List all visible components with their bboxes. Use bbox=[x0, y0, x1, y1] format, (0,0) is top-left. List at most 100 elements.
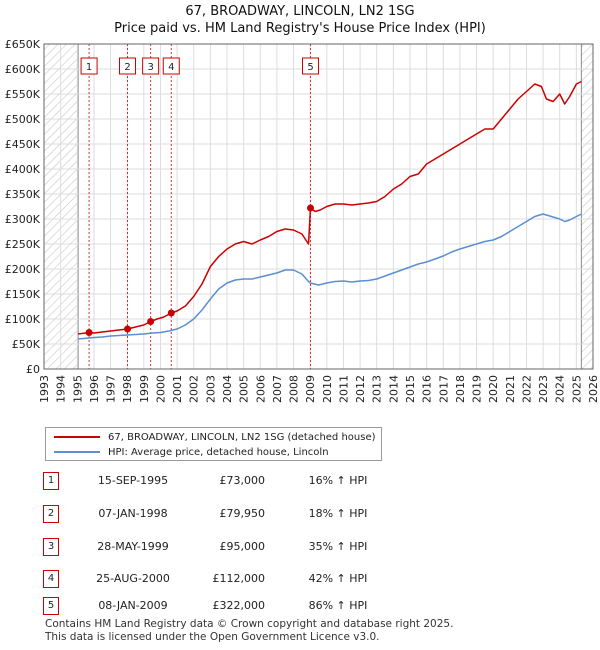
legend-item-property: 67, BROADWAY, LINCOLN, LN2 1SG (detached… bbox=[54, 430, 376, 444]
y-tick-label: £200K bbox=[5, 263, 41, 276]
x-tick-label: 1993 bbox=[38, 375, 51, 403]
sale-label-text: 1 bbox=[86, 62, 92, 73]
y-tick-label: £650K bbox=[5, 38, 41, 51]
sale-date: 07-JAN-1998 bbox=[98, 507, 168, 520]
footer-licence: This data is licensed under the Open Gov… bbox=[45, 631, 380, 643]
y-tick-label: £500K bbox=[5, 113, 41, 126]
x-tick-label: 2005 bbox=[238, 375, 251, 403]
hatched-region bbox=[581, 44, 593, 369]
chart: 1 2 3 4 5 £0 £50K £100K £150K £200K £250K £300K £35… bbox=[5, 38, 600, 403]
sale-hpi-change: 86% ↑ HPI bbox=[308, 599, 368, 612]
table-row: 3 28-MAY-1999 £95,000 35% ↑ HPI bbox=[43, 538, 583, 558]
y-tick-label: £300K bbox=[5, 213, 41, 226]
sale-point bbox=[124, 325, 132, 333]
chart-title: 67, BROADWAY, LINCOLN, LN2 1SG bbox=[185, 4, 415, 19]
sale-point bbox=[85, 329, 93, 336]
y-tick-label: £400K bbox=[5, 163, 41, 176]
y-tick-label: £550K bbox=[5, 88, 41, 101]
x-tick-label: 2017 bbox=[437, 375, 450, 403]
x-tick-label: 2022 bbox=[520, 375, 533, 403]
sale-hpi-change: 35% ↑ HPI bbox=[308, 540, 368, 553]
x-tick-label: 2010 bbox=[321, 375, 334, 403]
sale-hpi-change: 16% ↑ HPI bbox=[308, 474, 368, 487]
x-tick-label: 2008 bbox=[288, 375, 301, 403]
x-tick-label: 2021 bbox=[504, 375, 517, 403]
y-tick-label: £250K bbox=[5, 238, 41, 251]
legend-property-label: 67, BROADWAY, LINCOLN, LN2 1SG (detached… bbox=[108, 431, 376, 443]
x-tick-label: 2023 bbox=[537, 375, 550, 403]
property-price-line bbox=[77, 80, 582, 335]
x-tick-label: 2024 bbox=[554, 375, 567, 403]
sale-price: £73,000 bbox=[219, 474, 266, 487]
sale-number-badge: 4 bbox=[43, 570, 59, 588]
y-tick-label: £50K bbox=[12, 338, 41, 351]
legend: 67, BROADWAY, LINCOLN, LN2 1SG (detached… bbox=[45, 427, 382, 461]
sale-price: £322,000 bbox=[212, 599, 266, 612]
sale-point bbox=[147, 318, 155, 325]
x-tick-label: 2011 bbox=[337, 375, 350, 403]
sale-label-text: 5 bbox=[307, 62, 313, 73]
sale-label-text: 2 bbox=[124, 62, 130, 73]
x-tick-label: 2020 bbox=[487, 375, 500, 403]
sale-number-badge: 5 bbox=[43, 597, 59, 615]
x-tick-label: 2018 bbox=[454, 375, 467, 403]
x-tick-label: 2001 bbox=[171, 375, 184, 403]
x-tick-label: 1997 bbox=[105, 375, 118, 403]
x-tick-label: 2009 bbox=[304, 375, 317, 403]
x-tick-label: 2013 bbox=[371, 375, 384, 403]
sale-date: 08-JAN-2009 bbox=[98, 599, 168, 612]
x-tick-label: 2012 bbox=[354, 375, 367, 403]
x-tick-label: 2007 bbox=[271, 375, 284, 403]
y-tick-label: £0 bbox=[26, 363, 40, 376]
sale-number-badge: 1 bbox=[43, 472, 59, 490]
y-tick-label: £350K bbox=[5, 188, 41, 201]
table-row: 1 15-SEP-1995 £73,000 16% ↑ HPI bbox=[43, 472, 583, 492]
sale-point bbox=[307, 204, 315, 212]
x-tick-label: 2025 bbox=[570, 375, 583, 403]
sale-hpi-change: 42% ↑ HPI bbox=[308, 572, 368, 585]
sale-label-box bbox=[162, 57, 180, 75]
property-line-swatch bbox=[54, 436, 100, 438]
sale-price: £95,000 bbox=[219, 540, 266, 553]
sale-price: £79,950 bbox=[219, 507, 266, 520]
table-row: 4 25-AUG-2000 £112,000 42% ↑ HPI bbox=[43, 570, 583, 590]
y-tick-label: £450K bbox=[5, 138, 41, 151]
x-tick-label: 2003 bbox=[204, 375, 217, 403]
x-tick-label: 2004 bbox=[221, 375, 234, 403]
sale-label-text: 3 bbox=[147, 62, 153, 73]
sale-label-box bbox=[80, 57, 98, 75]
x-tick-label: 1995 bbox=[71, 375, 84, 403]
hpi-line-swatch bbox=[54, 451, 100, 453]
plot-border bbox=[43, 43, 594, 370]
y-tick-label: £150K bbox=[5, 288, 41, 301]
legend-hpi-label: HPI: Average price, detached house, Linc… bbox=[108, 446, 329, 458]
sale-number-badge: 2 bbox=[43, 505, 59, 523]
x-tick-label: 2016 bbox=[421, 375, 434, 403]
table-row: 5 08-JAN-2009 £322,000 86% ↑ HPI bbox=[43, 597, 583, 617]
sale-price: £112,000 bbox=[212, 572, 266, 585]
x-tick-label: 2015 bbox=[404, 375, 417, 403]
x-tick-label: 2026 bbox=[587, 375, 600, 403]
footer-copyright: Contains HM Land Registry data © Crown c… bbox=[45, 618, 454, 630]
x-tick-label: 2006 bbox=[254, 375, 267, 403]
y-tick-label: £100K bbox=[5, 313, 41, 326]
sale-date: 25-AUG-2000 bbox=[96, 572, 170, 585]
y-tick-label: £600K bbox=[5, 63, 41, 76]
x-tick-label: 2014 bbox=[387, 375, 400, 403]
sale-hpi-change: 18% ↑ HPI bbox=[308, 507, 368, 520]
x-tick-label: 1999 bbox=[138, 375, 151, 403]
x-tick-label: 2002 bbox=[188, 375, 201, 403]
sale-number-badge: 3 bbox=[43, 538, 59, 556]
sale-label-box bbox=[142, 57, 160, 75]
sale-point bbox=[167, 309, 175, 317]
chart-subtitle: Price paid vs. HM Land Registry's House … bbox=[114, 21, 486, 36]
sale-label-text: 4 bbox=[168, 62, 174, 73]
x-tick-label: 2019 bbox=[471, 375, 484, 403]
x-tick-label: 1998 bbox=[121, 375, 134, 403]
sale-label-box bbox=[302, 57, 320, 75]
hpi-line bbox=[78, 213, 582, 340]
legend-item-hpi: HPI: Average price, detached house, Linc… bbox=[54, 445, 329, 459]
sale-label-box bbox=[119, 57, 137, 75]
table-row: 2 07-JAN-1998 £79,950 18% ↑ HPI bbox=[43, 505, 583, 525]
sale-date: 15-SEP-1995 bbox=[97, 474, 169, 487]
